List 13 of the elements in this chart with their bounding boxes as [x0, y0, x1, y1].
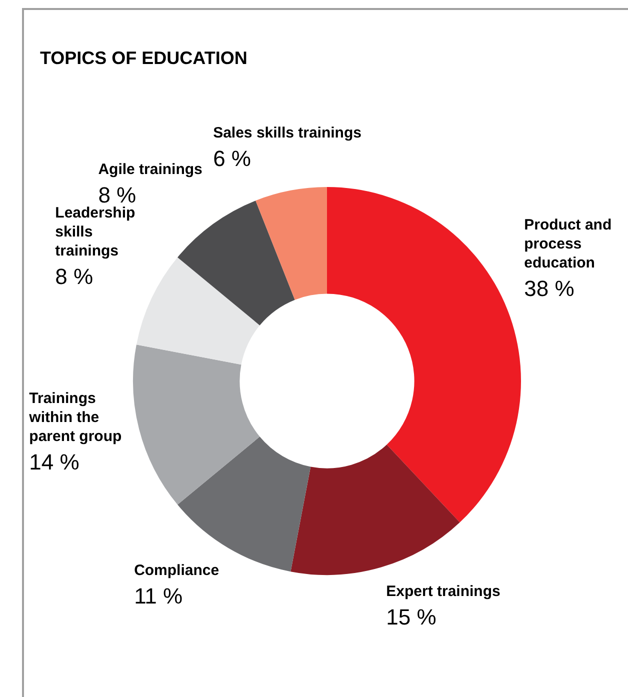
data-label: 11 % [134, 584, 183, 609]
slice-label: Expert trainings [386, 583, 500, 600]
data-label: 6 % [213, 146, 251, 171]
data-label: 8 % [55, 264, 94, 289]
slice-label: Product and process education [524, 216, 612, 272]
data-label: 38 % [524, 276, 574, 302]
data-label: 15 % [386, 604, 436, 630]
data-label: 14 % [29, 449, 80, 474]
slice-label: Trainings within the parent group [28, 390, 122, 445]
slice-label: Agile trainings [98, 161, 202, 178]
chart-title: TOPICS OF EDUCATION [40, 48, 248, 68]
slice-label: Compliance [134, 562, 220, 580]
slice-label: Sales skills trainings [213, 124, 362, 142]
